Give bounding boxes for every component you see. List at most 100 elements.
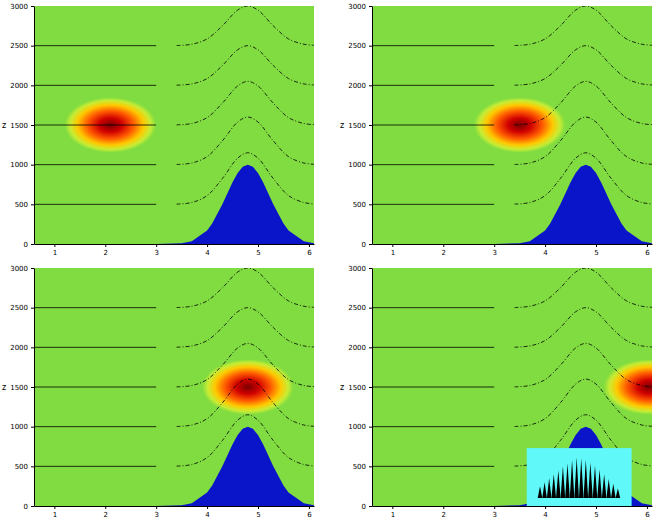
x-tick: 6 bbox=[645, 506, 650, 519]
y-tick-label: 2500 bbox=[348, 304, 366, 312]
y-axis: 050010001500200025003000 bbox=[348, 265, 372, 511]
y-tick-mark bbox=[31, 6, 34, 7]
streamline bbox=[515, 343, 652, 386]
inset-spike bbox=[574, 458, 579, 498]
x-tick: 5 bbox=[594, 506, 598, 519]
streamline bbox=[372, 164, 494, 165]
x-tick-mark bbox=[545, 506, 546, 509]
y-tick-mark bbox=[369, 125, 372, 126]
streamline bbox=[515, 308, 652, 348]
inset-spike bbox=[597, 470, 602, 499]
x-tick-mark bbox=[105, 244, 106, 247]
x-tick-mark bbox=[596, 244, 597, 247]
y-tick-label: 500 bbox=[353, 201, 366, 209]
streamline bbox=[177, 81, 314, 124]
x-tick-mark bbox=[494, 506, 495, 509]
x-tick-label: 6 bbox=[307, 511, 312, 519]
streamline bbox=[34, 387, 156, 388]
x-axis-line bbox=[35, 506, 315, 507]
x-tick: 6 bbox=[307, 244, 312, 257]
y-tick-mark bbox=[31, 506, 34, 507]
y-tick-mark bbox=[369, 165, 372, 166]
streamline bbox=[372, 347, 494, 348]
panel: 123456050010001500200025003000z bbox=[2, 265, 314, 519]
y-tick-label: 1000 bbox=[348, 423, 366, 431]
x-tick: 4 bbox=[205, 506, 210, 519]
x-tick-label: 5 bbox=[256, 249, 260, 257]
streamline bbox=[177, 46, 314, 86]
y-tick-mark bbox=[369, 427, 372, 428]
x-tick-label: 2 bbox=[104, 249, 108, 257]
y-tick-mark bbox=[369, 46, 372, 47]
x-tick: 3 bbox=[154, 244, 158, 257]
y-tick: 1500 bbox=[10, 122, 34, 130]
y-tick: 2000 bbox=[10, 344, 34, 352]
y-tick-mark bbox=[369, 6, 372, 7]
streamline bbox=[515, 81, 652, 124]
y-tick-label: 0 bbox=[24, 241, 28, 249]
inset-spike bbox=[593, 466, 598, 499]
streamline bbox=[372, 387, 494, 388]
plot-area bbox=[34, 6, 314, 244]
figure: 123456050010001500200025003000z123456050… bbox=[0, 0, 659, 526]
y-tick-label: 2000 bbox=[10, 344, 28, 352]
x-tick-label: 6 bbox=[307, 249, 312, 257]
y-tick: 3000 bbox=[348, 265, 372, 273]
y-axis: 050010001500200025003000 bbox=[348, 3, 372, 249]
x-tick-mark bbox=[156, 244, 157, 247]
x-tick-mark bbox=[258, 244, 259, 247]
y-tick: 2000 bbox=[348, 344, 372, 352]
inset-spike bbox=[538, 486, 543, 498]
y-tick-mark bbox=[369, 244, 372, 245]
x-tick: 1 bbox=[53, 506, 57, 519]
x-tick: 1 bbox=[391, 244, 395, 257]
y-axis: 050010001500200025003000 bbox=[10, 3, 34, 249]
y-tick: 1500 bbox=[348, 384, 372, 392]
x-tick-label: 5 bbox=[594, 511, 598, 519]
y-tick: 1000 bbox=[10, 423, 34, 431]
y-axis-line bbox=[34, 269, 35, 507]
x-tick-label: 2 bbox=[104, 511, 108, 519]
x-tick-label: 4 bbox=[543, 511, 548, 519]
y-tick-label: 1000 bbox=[10, 161, 28, 169]
y-tick-label: 0 bbox=[24, 503, 28, 511]
y-tick-mark bbox=[369, 387, 372, 388]
x-tick-mark bbox=[392, 244, 393, 247]
y-tick: 0 bbox=[24, 241, 34, 249]
x-tick-mark bbox=[54, 244, 55, 247]
x-tick: 5 bbox=[256, 506, 260, 519]
y-tick: 1500 bbox=[10, 384, 34, 392]
plot-area bbox=[372, 6, 652, 244]
streamline bbox=[515, 6, 652, 46]
streamline bbox=[177, 268, 314, 308]
y-tick: 500 bbox=[353, 201, 372, 209]
x-tick-mark bbox=[207, 244, 208, 247]
y-tick-label: 3000 bbox=[348, 265, 366, 273]
plot-background bbox=[372, 6, 652, 244]
streamline bbox=[34, 426, 156, 427]
tracer bbox=[202, 359, 294, 415]
y-tick: 1000 bbox=[348, 161, 372, 169]
y-tick-label: 3000 bbox=[10, 265, 28, 273]
x-tick: 5 bbox=[594, 244, 598, 257]
x-tick: 5 bbox=[256, 244, 260, 257]
y-tick-mark bbox=[31, 204, 34, 205]
streamline bbox=[177, 153, 314, 204]
streamline bbox=[34, 125, 156, 126]
y-tick-mark bbox=[369, 506, 372, 507]
y-tick-label: 1500 bbox=[348, 122, 366, 130]
y-tick: 2000 bbox=[10, 82, 34, 90]
inset-spike bbox=[602, 474, 607, 498]
x-tick: 2 bbox=[442, 244, 446, 257]
x-tick-mark bbox=[207, 506, 208, 509]
x-axis: 123456 bbox=[373, 506, 653, 519]
y-tick: 3000 bbox=[10, 265, 34, 273]
y-tick-mark bbox=[369, 268, 372, 269]
x-tick-label: 3 bbox=[154, 249, 158, 257]
y-tick-mark bbox=[31, 427, 34, 428]
streamline bbox=[515, 379, 652, 426]
x-tick: 3 bbox=[492, 244, 496, 257]
inset-spike bbox=[542, 482, 547, 498]
y-tick: 2500 bbox=[10, 304, 34, 312]
y-axis-line bbox=[34, 7, 35, 245]
